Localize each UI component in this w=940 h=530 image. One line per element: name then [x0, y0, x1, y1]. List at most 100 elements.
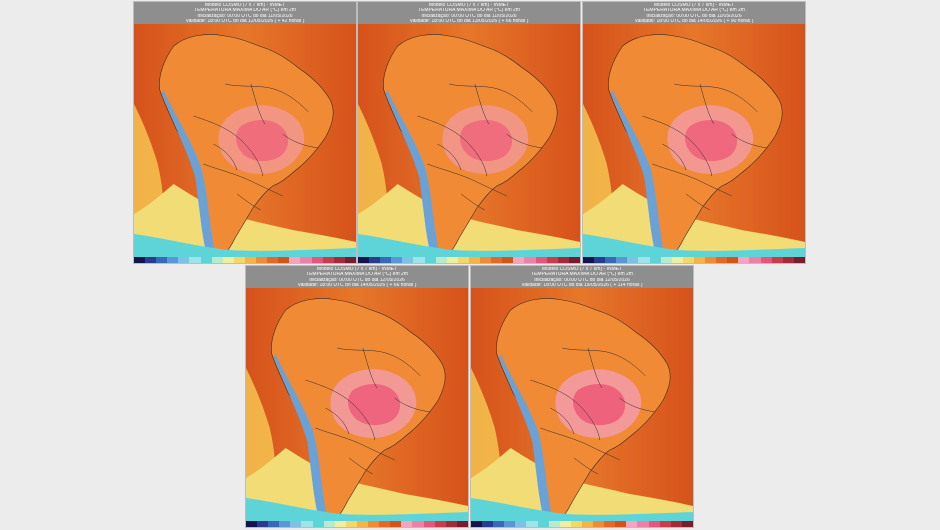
temperature-map: [358, 24, 580, 257]
country-border: [213, 143, 238, 171]
color-scale-swatch: [504, 521, 516, 527]
forecast-map-panel: Modelo COSMO (7 x 7 km) - INMET TEMPERATU…: [357, 1, 581, 264]
south-cool-zone: [134, 234, 356, 257]
color-scale-swatch: [279, 521, 291, 527]
color-scale-swatch: [659, 521, 671, 527]
color-scale-swatch: [760, 257, 772, 263]
color-scale-swatch: [471, 521, 483, 527]
color-scale-swatch: [445, 521, 457, 527]
country-border: [662, 143, 687, 171]
country-border: [193, 115, 264, 177]
variable-line: TEMPERATURA MÁXIMA DO AR (°C) em 2m: [306, 272, 408, 278]
color-scale-swatch: [559, 521, 571, 527]
color-scale-swatch: [358, 257, 370, 263]
init-line: Inicialização: 00:00 UTC do dia 11/05/20…: [421, 13, 517, 19]
color-scale-swatch: [482, 521, 494, 527]
color-scale-swatch: [267, 257, 279, 263]
variable-line: TEMPERATURA MÁXIMA DO AR (°C) em 2m: [194, 8, 296, 14]
country-border: [731, 133, 768, 149]
color-scale-swatch: [246, 521, 258, 527]
valid-line: Validade: 18:00 UTC do dia 13/05/2026 ( …: [409, 19, 529, 25]
color-scale-swatch: [727, 257, 739, 263]
color-scale-swatch: [289, 257, 301, 263]
model-line: Modelo COSMO (7 x 7 km) - INMET: [541, 267, 623, 272]
country-border: [362, 347, 378, 389]
temperature-map: [471, 288, 693, 521]
color-scale-swatch: [323, 521, 335, 527]
valid-line: Validade: 18:00 UTC do dia 12/05/2026 ( …: [185, 19, 305, 25]
color-scale-swatch: [524, 257, 536, 263]
panel-header: Modelo COSMO (7 x 7 km) - INMET TEMPERATU…: [358, 2, 580, 24]
temperature-map: [134, 24, 356, 257]
pacific-mild-zone: [358, 104, 388, 224]
color-scale-swatch: [424, 257, 436, 263]
model-line: Modelo COSMO (7 x 7 km) - INMET: [316, 267, 398, 272]
color-scale-swatch: [435, 257, 447, 263]
color-scale-swatch: [749, 257, 761, 263]
country-border: [250, 83, 266, 125]
color-scale-swatch: [333, 257, 345, 263]
color-scale-swatch: [515, 521, 527, 527]
color-scale-swatch: [493, 521, 505, 527]
color-scale-swatch: [278, 257, 290, 263]
color-scale-swatch: [681, 521, 693, 527]
color-scale-swatch: [570, 521, 582, 527]
color-scale-swatch: [670, 521, 682, 527]
color-scale-swatch: [268, 521, 280, 527]
color-scale-swatch: [513, 257, 525, 263]
color-scale-swatch: [401, 521, 413, 527]
heat-core: [572, 384, 626, 426]
color-scale-swatch: [244, 257, 257, 263]
color-scale-swatch: [581, 521, 594, 527]
panel-header: Modelo COSMO (7 x 7 km) - INMET TEMPERATU…: [246, 266, 468, 288]
panel-header: Modelo COSMO (7 x 7 km) - INMET TEMPERATU…: [471, 266, 693, 288]
color-scale-swatch: [738, 257, 750, 263]
color-scale-swatch: [593, 521, 605, 527]
color-scale-swatch: [222, 257, 234, 263]
color-scale-bar: [246, 521, 468, 527]
color-scale-swatch: [771, 257, 783, 263]
color-scale-bar: [134, 257, 356, 263]
country-border: [674, 83, 758, 113]
color-scale-swatch: [615, 521, 627, 527]
country-border: [236, 193, 261, 211]
color-scale-swatch: [457, 257, 469, 263]
variable-line: TEMPERATURA MÁXIMA DO AR (°C) em 2m: [643, 8, 745, 14]
valid-line: Validade: 18:00 UTC do dia 14/05/2026 ( …: [297, 283, 417, 289]
color-scale-swatch: [134, 257, 146, 263]
heat-core: [684, 120, 738, 162]
color-scale-swatch: [290, 521, 302, 527]
color-scale-swatch: [402, 257, 414, 263]
color-scale-swatch: [648, 521, 660, 527]
color-scale-swatch: [322, 257, 334, 263]
model-line: Modelo COSMO (7 x 7 km) - INMET: [653, 3, 735, 8]
color-scale-swatch: [189, 257, 201, 263]
heat-core: [459, 120, 513, 162]
temperature-map: [246, 288, 468, 521]
andes-cool-band: [498, 354, 553, 521]
south-cool-zone: [246, 498, 468, 521]
color-scale-swatch: [502, 257, 514, 263]
country-border: [337, 347, 421, 377]
color-scale-swatch: [391, 257, 403, 263]
model-line: Modelo COSMO (7 x 7 km) - INMET: [204, 3, 286, 8]
color-scale-swatch: [257, 521, 269, 527]
color-scale-swatch: [156, 257, 168, 263]
andes-cool-band: [610, 90, 665, 257]
color-scale-bar: [471, 521, 693, 527]
color-scale-swatch: [301, 521, 313, 527]
color-scale-swatch: [660, 257, 672, 263]
south-cool-zone: [583, 234, 805, 257]
pacific-mild-zone: [246, 368, 276, 488]
country-border: [305, 379, 376, 441]
forecast-map-panel: Modelo COSMO (7 x 7 km) - INMET TEMPERATU…: [245, 265, 469, 528]
color-scale-swatch: [456, 521, 468, 527]
color-scale-swatch: [557, 257, 569, 263]
country-border: [685, 193, 710, 211]
heat-core: [235, 120, 289, 162]
color-scale-swatch: [256, 257, 268, 263]
color-scale-swatch: [637, 521, 649, 527]
heat-core: [347, 384, 401, 426]
color-scale-bar: [358, 257, 580, 263]
temperature-map: [583, 24, 805, 257]
